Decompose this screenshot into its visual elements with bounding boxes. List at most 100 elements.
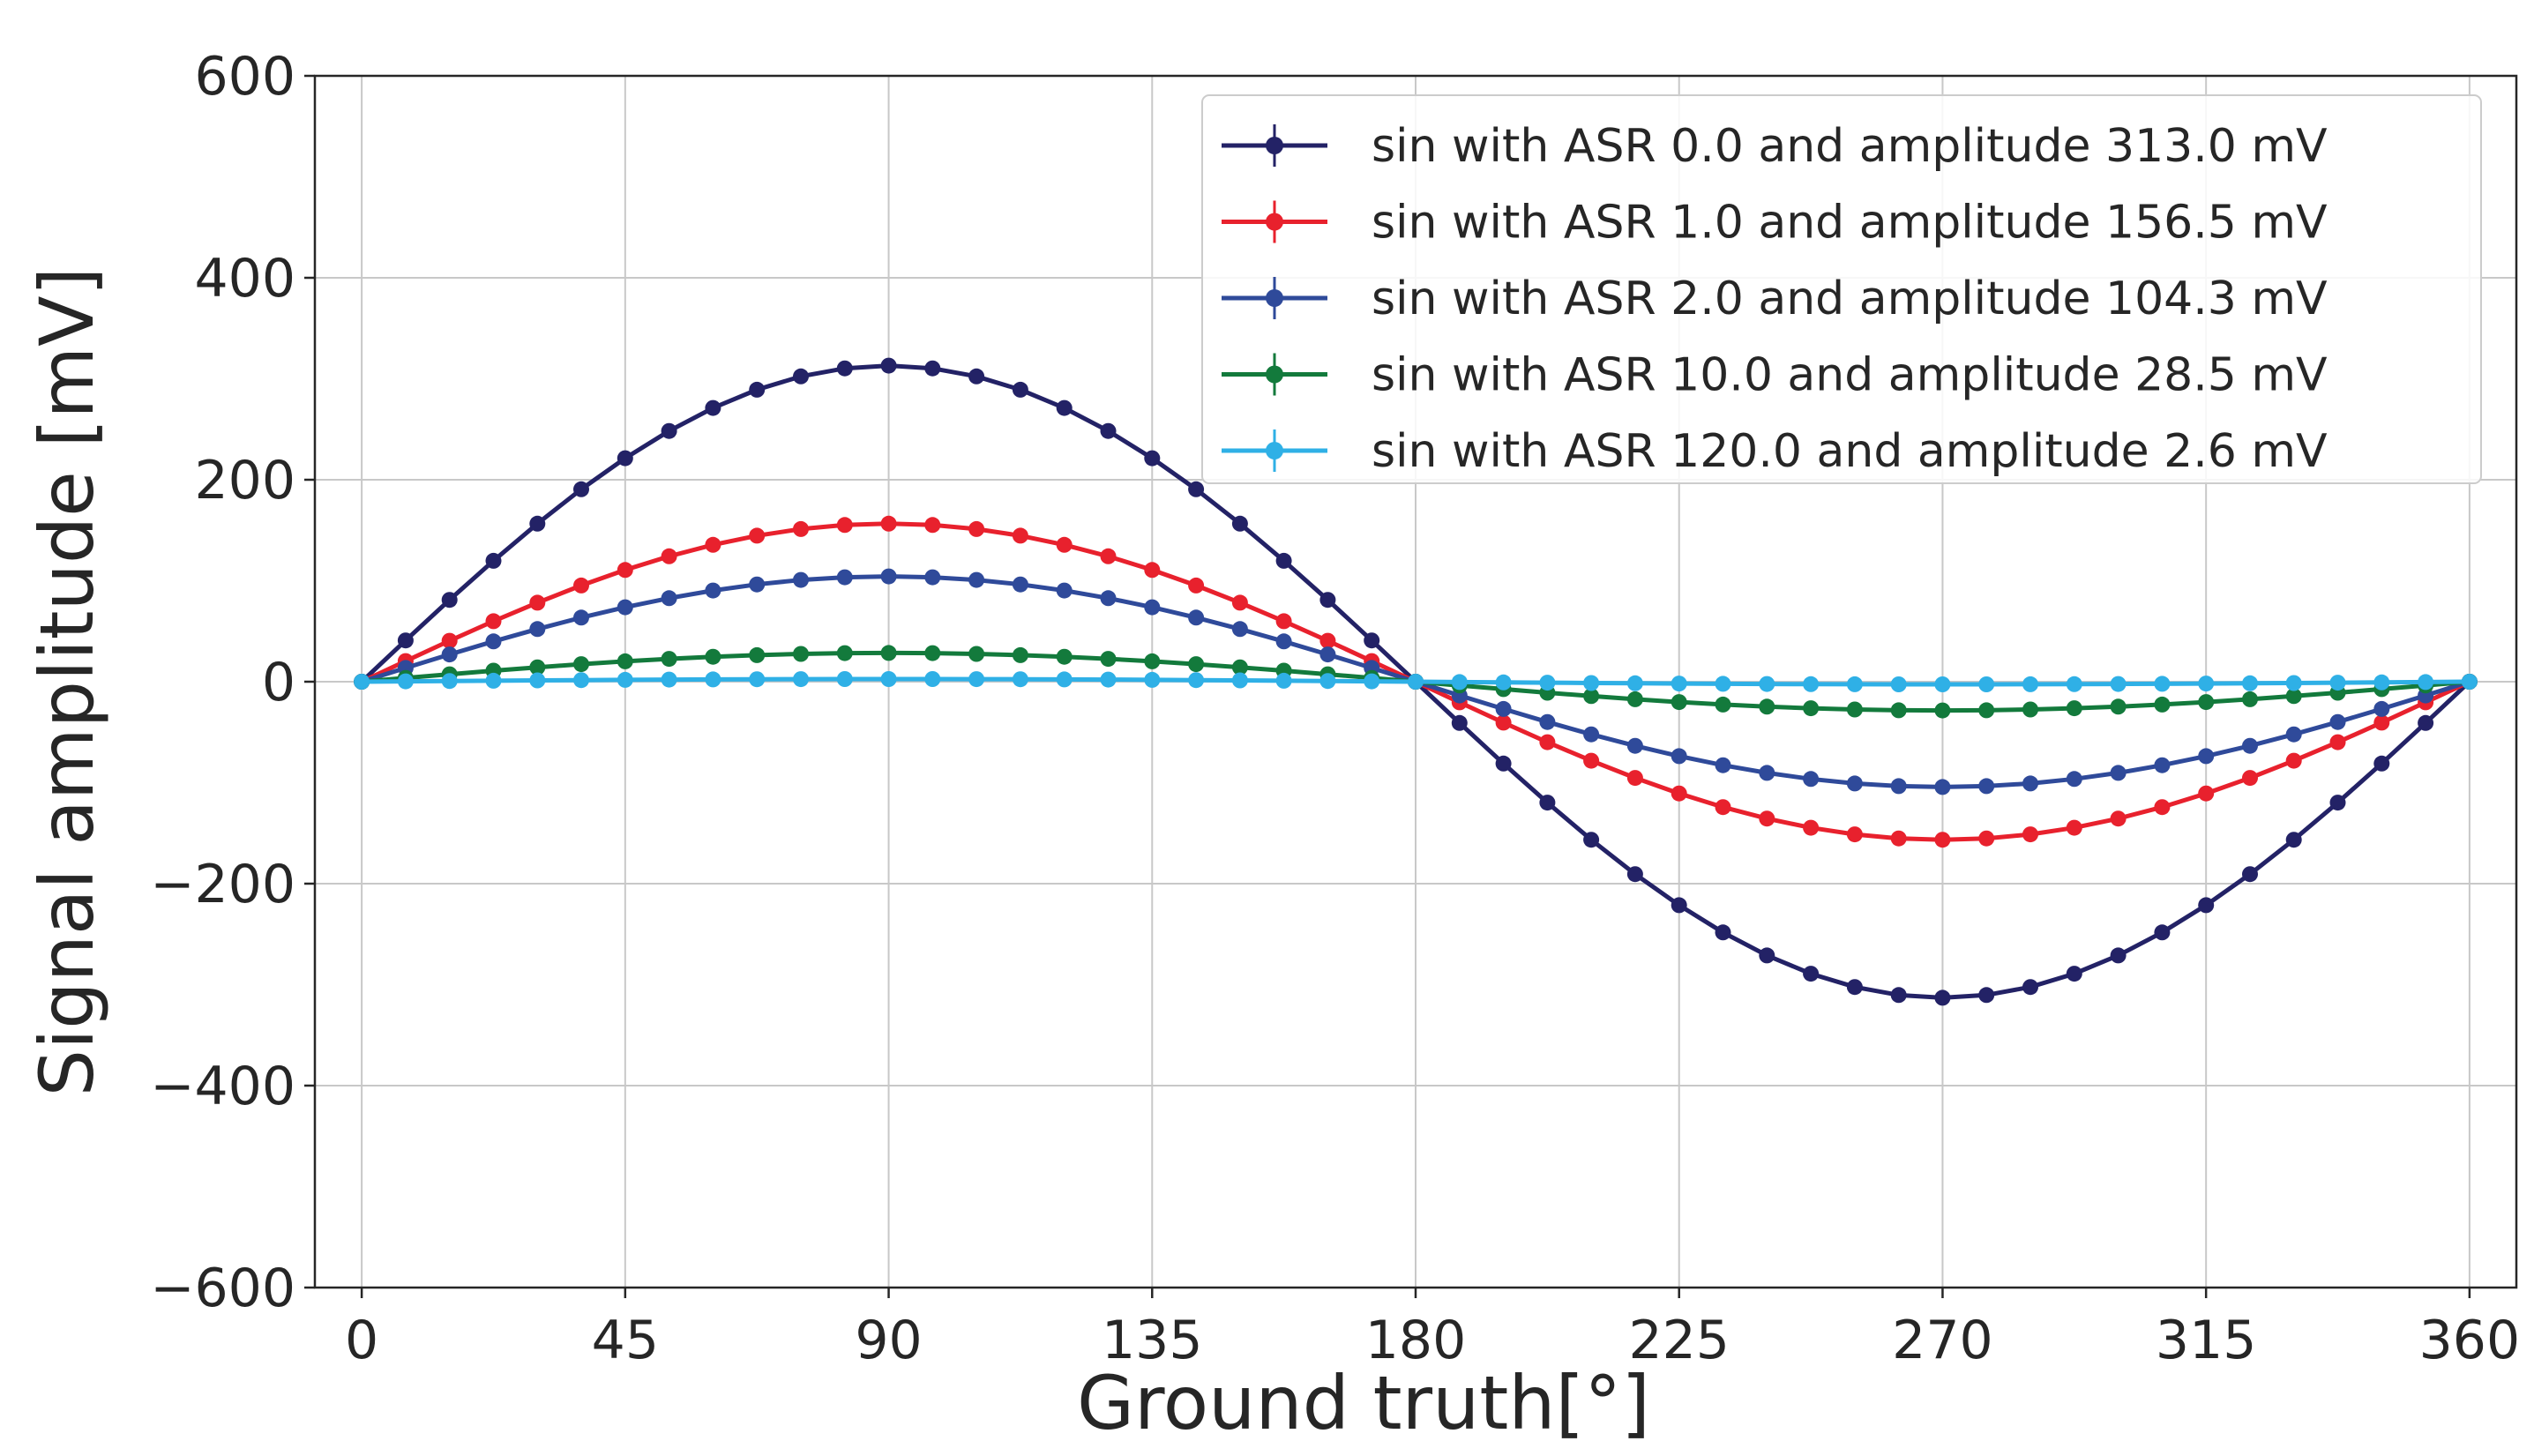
data-point [2242,770,2258,787]
data-point [1231,594,1248,611]
x-tick-label: 360 [2419,1310,2521,1371]
data-point [705,648,721,665]
data-point [573,672,589,689]
data-point [1583,726,1600,743]
data-point [2418,674,2434,691]
data-point [2285,688,2302,705]
data-point [1056,648,1073,665]
data-point [1144,653,1161,669]
data-point [2022,676,2038,692]
y-tick-label: −200 [150,854,295,915]
x-axis-label: Ground truth[°] [1077,1360,1650,1446]
data-point [2066,819,2082,836]
data-point [1890,830,1907,847]
data-point [793,646,809,662]
x-tick-labels: 0 45 90 135 180 225 270 315 360 [345,1288,2520,1371]
data-point [1100,671,1117,688]
data-point [1583,832,1600,848]
y-tick-labels: −600 −400 −200 0 200 400 600 [150,46,315,1319]
data-point [1144,450,1161,467]
data-point [2198,676,2215,692]
data-point [661,422,677,439]
legend-label: sin with ASR 1.0 and amplitude 156.5 mV [1372,197,2328,250]
data-point [1890,676,1907,692]
data-point [2066,771,2082,788]
legend-item: sin with ASR 120.0 and amplitude 2.6 mV [1222,425,2328,478]
data-point [1188,481,1205,497]
data-point [1539,713,1556,730]
data-point [2373,674,2390,691]
data-point [485,633,502,650]
data-point [2154,676,2171,692]
data-point [661,651,677,668]
x-tick-label: 0 [345,1310,378,1371]
data-point [924,360,941,377]
data-point [485,552,502,569]
x-tick-label: 135 [1102,1310,1203,1371]
data-point [1846,701,1863,718]
data-point [1319,592,1336,609]
data-point [2022,826,2038,843]
data-point [485,613,502,630]
data-point [1626,691,1643,707]
data-point [2110,947,2127,964]
data-point [2418,714,2434,731]
data-point [1759,947,1775,964]
data-point [1583,752,1600,769]
data-point [441,592,458,609]
data-point [1803,676,1820,692]
data-point [1408,674,1424,690]
data-point [1978,987,1995,1004]
data-point [2198,694,2215,711]
data-point [661,548,677,564]
data-point [1364,632,1380,649]
data-point [529,659,546,676]
x-tick-label: 315 [2156,1310,2257,1371]
data-point [924,517,941,534]
data-point [1803,771,1820,788]
data-point [1715,757,1731,773]
data-point [1056,582,1073,599]
y-axis-label: Signal amplitude [mV] [24,267,110,1097]
data-point [573,656,589,673]
data-point [968,368,985,385]
x-tick-label: 225 [1628,1310,1730,1371]
legend-item: sin with ASR 1.0 and amplitude 156.5 mV [1222,197,2328,250]
data-point [1012,576,1028,593]
data-point [1846,676,1863,692]
y-tick-label: 600 [194,46,295,108]
data-point [1803,700,1820,717]
data-point [1934,676,1951,692]
data-point [2461,674,2478,690]
data-point [529,515,546,532]
data-point [1803,966,1820,982]
data-point [2154,757,2171,773]
data-point [2329,675,2346,691]
data-point [924,645,941,661]
data-point [705,671,721,688]
data-point [1188,656,1205,673]
data-point [1626,737,1643,754]
data-point [2373,700,2390,717]
data-point [573,481,589,497]
data-point [880,568,897,585]
data-point [1056,399,1073,416]
data-point [1934,779,1951,795]
data-point [2329,734,2346,750]
data-point [1319,673,1336,690]
data-point [529,672,546,689]
data-point [1671,897,1687,914]
data-point [2373,755,2390,772]
data-point [2285,752,2302,769]
y-tick-label: −400 [150,1056,295,1117]
data-point [1319,632,1336,649]
data-point [354,674,370,690]
data-point [1231,515,1248,532]
data-point [2373,714,2390,731]
data-point [1495,714,1512,731]
data-point [1715,799,1731,816]
data-point [1451,674,1468,691]
data-point [836,645,853,661]
data-point [2022,775,2038,792]
